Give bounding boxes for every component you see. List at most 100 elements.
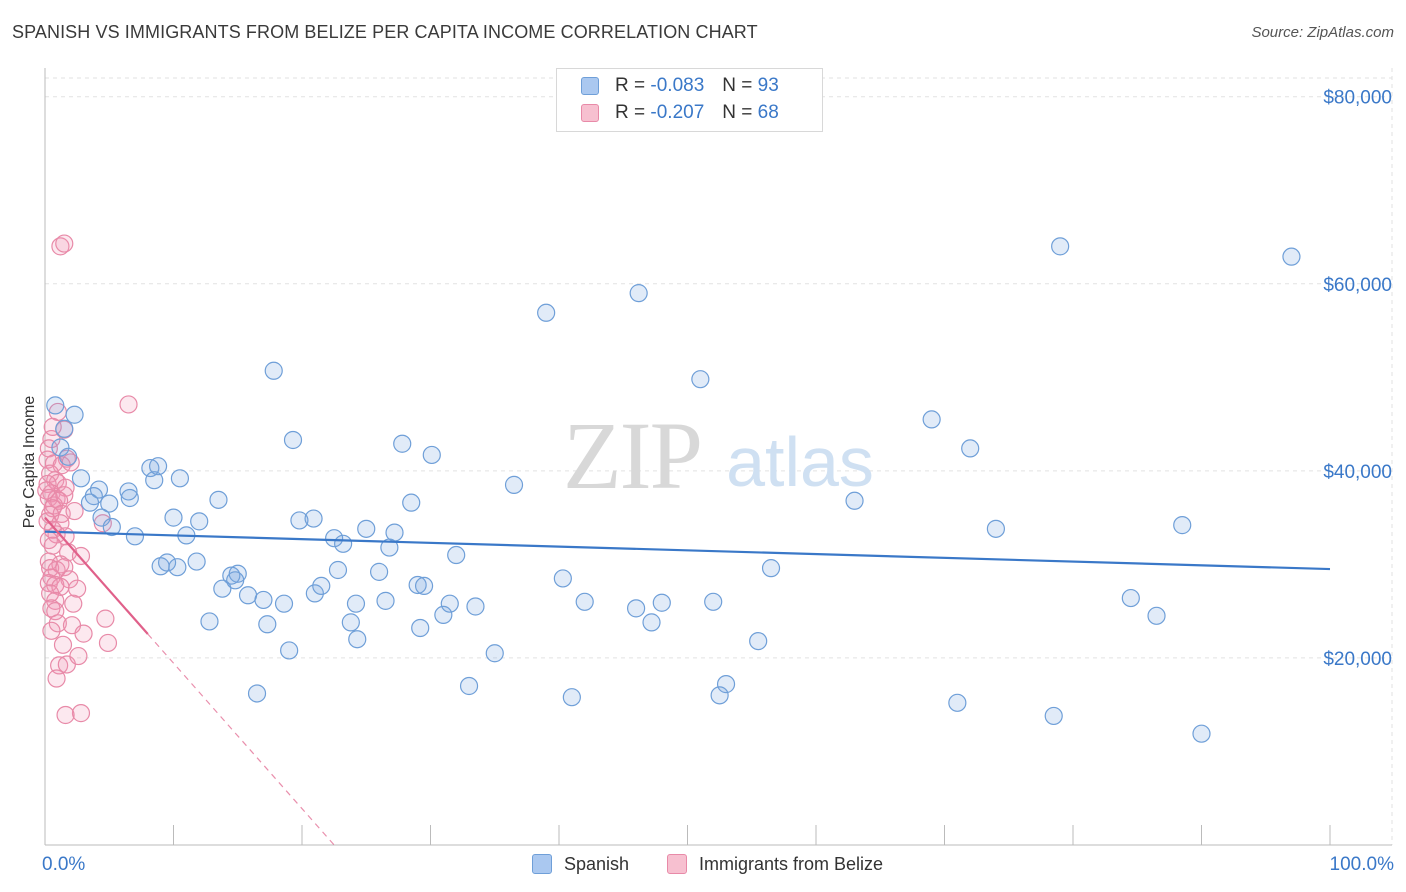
spanish-point: [1147, 606, 1166, 625]
belize-point: [55, 234, 74, 253]
belize-point: [96, 609, 115, 628]
belize-points: [37, 234, 138, 725]
bottom-legend-label-spanish: Spanish: [564, 853, 630, 874]
spanish-point: [190, 512, 209, 531]
legend-swatch-belize: [581, 104, 599, 122]
spanish-point: [642, 613, 661, 632]
spanish-point: [414, 576, 434, 596]
spanish-point: [305, 584, 324, 603]
spanish-point: [46, 396, 65, 415]
spanish-point: [145, 471, 164, 490]
belize-point: [53, 635, 73, 654]
spanish-point: [247, 684, 267, 703]
spanish-point: [213, 579, 232, 598]
spanish-point: [691, 370, 710, 389]
spanish-point: [283, 430, 303, 450]
spanish-point: [168, 558, 187, 577]
spanish-point: [922, 410, 941, 429]
belize-point: [48, 614, 67, 633]
belize-point: [43, 536, 62, 555]
legend-n-value: 68: [757, 102, 779, 123]
bottom-legend-swatch-belize: [667, 854, 687, 874]
spanish-point: [466, 597, 485, 616]
bottom-legend-belize[interactable]: Immigrants from Belize: [667, 852, 883, 876]
spanish-point: [100, 494, 119, 513]
spanish-point: [845, 491, 864, 510]
spanish-point: [80, 493, 100, 512]
spanish-point: [164, 508, 183, 527]
spanish-point: [200, 612, 219, 631]
spanish-point: [325, 529, 344, 548]
spanish-points: [46, 237, 1301, 743]
x-tick-label-max: 100.0%: [1330, 854, 1395, 875]
spanish-point: [125, 527, 145, 546]
spanish-point: [304, 509, 323, 528]
spanish-point: [986, 519, 1006, 538]
belize-point: [69, 646, 88, 666]
tick-label-layer: $20,000 $40,000 $60,000 $80,000 0.0% 100.0%: [42, 88, 1394, 875]
spanish-point: [1044, 706, 1063, 726]
spanish-point: [238, 586, 258, 605]
x-tick-label-min: 0.0%: [42, 854, 85, 875]
chart-source: Source: ZipAtlas.com: [1251, 24, 1394, 41]
spanish-point: [258, 615, 277, 634]
spanish-point: [393, 434, 412, 453]
spanish-point: [148, 457, 168, 476]
spanish-point: [385, 523, 404, 542]
spanish-point: [422, 445, 441, 465]
spanish-point: [92, 508, 111, 527]
spanish-point: [51, 438, 70, 457]
spanish-point: [348, 630, 367, 649]
spanish-point: [264, 361, 283, 380]
watermark-zip: ZIP: [563, 402, 701, 509]
belize-point: [71, 704, 91, 723]
spanish-point: [761, 559, 781, 578]
grid-layer: [45, 68, 1393, 845]
spanish-point: [710, 686, 729, 705]
trend-layer: [44, 516, 1331, 846]
belize-point: [119, 395, 138, 414]
belize-trend-extension: [147, 633, 335, 846]
spanish-point: [440, 594, 459, 613]
belize-point: [41, 559, 60, 578]
spanish-point: [1121, 588, 1140, 608]
spanish-point: [537, 303, 556, 322]
spanish-point: [187, 552, 206, 571]
spanish-point: [553, 569, 572, 588]
spanish-point: [485, 644, 504, 663]
spanish-point: [749, 631, 768, 651]
belize-point: [56, 705, 75, 725]
belize-point: [93, 514, 112, 533]
spanish-point: [120, 488, 139, 508]
spanish-point: [447, 545, 466, 565]
spanish-point: [376, 591, 395, 610]
spanish-point: [226, 571, 245, 590]
spanish-point: [334, 534, 353, 553]
spanish-point: [434, 605, 453, 625]
spanish-point: [402, 493, 421, 512]
legend-r-value: -0.207: [650, 102, 705, 123]
spanish-point: [341, 613, 360, 632]
legend-n-label: N =: [722, 102, 753, 123]
bottom-legend-spanish[interactable]: Spanish: [532, 852, 629, 876]
spanish-point: [1173, 516, 1192, 535]
spanish-point: [102, 517, 121, 537]
spanish-point: [459, 676, 479, 696]
spanish-point: [652, 593, 671, 612]
chart-title: SPANISH VS IMMIGRANTS FROM BELIZE PER CA…: [12, 22, 758, 42]
spanish-point: [504, 475, 524, 494]
spanish-point: [961, 439, 980, 458]
spanish-point: [1051, 237, 1070, 256]
spanish-point: [704, 592, 723, 611]
spanish-point: [346, 594, 366, 613]
spanish-point: [119, 482, 138, 501]
spanish-point: [626, 599, 646, 618]
belize-point: [68, 579, 87, 598]
spanish-point: [370, 562, 389, 581]
spanish-point: [1282, 247, 1301, 266]
belize-point: [64, 594, 83, 613]
legend-n-value: 93: [757, 75, 779, 96]
watermark: ZIP atlas: [563, 402, 874, 509]
belize-point: [38, 474, 57, 494]
